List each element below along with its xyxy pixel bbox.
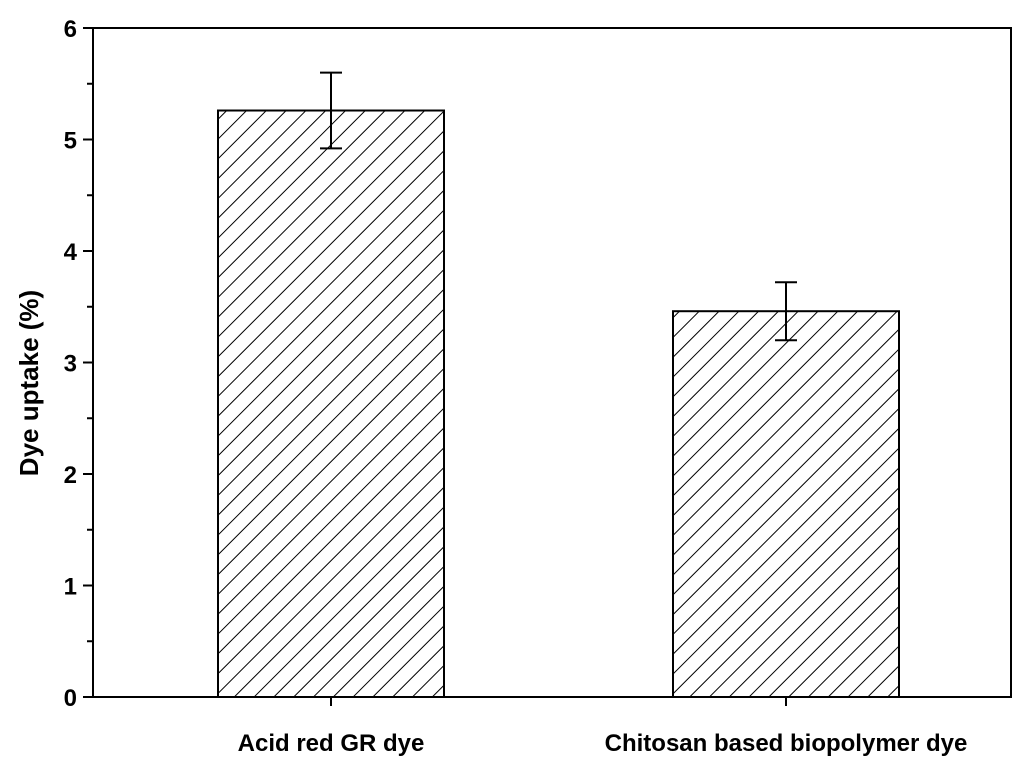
y-tick-label: 0	[64, 685, 77, 712]
bar-1	[217, 109, 445, 698]
error-bar-2	[775, 281, 797, 342]
bars-layer	[217, 109, 900, 698]
error-bars-layer	[320, 71, 797, 342]
bar-2	[672, 310, 900, 698]
y-axis-title: Dye uptake (%)	[14, 290, 44, 476]
x-category-label: Acid red GR dye	[238, 730, 425, 757]
y-tick-label: 3	[64, 351, 77, 378]
labels-layer: 0 1 2 3 4 5 6 Acid red GR dye Chitosan based bio…	[64, 16, 968, 757]
y-tick-label: 6	[64, 16, 77, 43]
y-tick-label: 4	[64, 239, 78, 266]
error-bar-1	[320, 71, 342, 150]
axes-layer	[83, 27, 1012, 706]
y-tick-label: 5	[64, 128, 77, 155]
y-tick-label: 1	[64, 574, 77, 601]
y-tick-label: 2	[64, 462, 77, 489]
x-category-label: Chitosan based biopolymer dye	[605, 730, 968, 757]
